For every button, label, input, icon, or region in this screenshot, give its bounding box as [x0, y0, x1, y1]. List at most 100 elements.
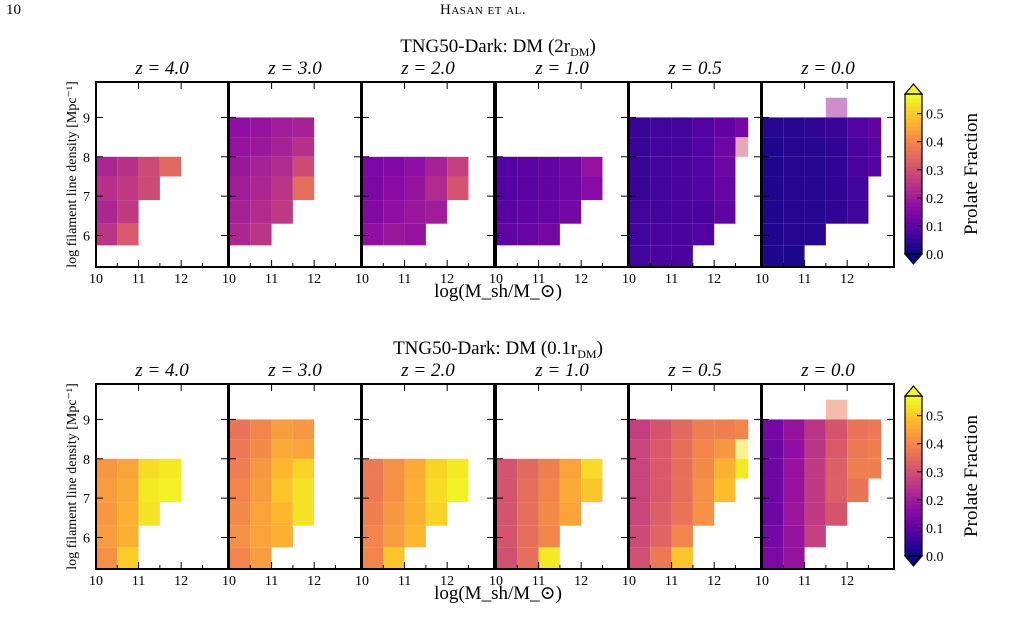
heatmap-cell: [383, 156, 405, 177]
colorbar-segment: [905, 448, 922, 453]
colorbar-segment: [905, 106, 922, 111]
panel: z = 0.5 10 11 12: [622, 360, 762, 589]
heatmap-cell: [783, 502, 805, 526]
heatmap-cell: [629, 502, 651, 526]
panel: z = 1.0 10 11 12: [489, 360, 629, 589]
heatmap-cell: [271, 176, 293, 201]
heatmap-cell: [117, 502, 139, 526]
x-tick-label: 10: [489, 272, 503, 287]
heatmap-cell: [517, 458, 539, 479]
colorbar-segment: [905, 496, 922, 501]
colorbar-tick-label: 0.5: [926, 410, 944, 425]
heatmap-cell: [650, 223, 672, 246]
heatmap-cell: [229, 439, 251, 459]
panel-frame: [361, 383, 495, 570]
heatmap-cell: [762, 176, 784, 201]
heatmap-cell: [762, 156, 784, 177]
heatmap-cell: [629, 419, 651, 440]
x-tick-label: 11: [398, 272, 411, 287]
heatmap-cell: [425, 502, 448, 526]
heatmap-cell: [804, 137, 826, 157]
heatmap-cell: [825, 137, 848, 157]
heatmap-cell: [404, 525, 426, 548]
x-tick-label: 11: [132, 574, 145, 589]
colorbar-segment: [905, 190, 922, 195]
heatmap-cell: [692, 439, 715, 459]
colorbar-segment: [905, 456, 922, 461]
heatmap-cell: [868, 439, 882, 459]
heatmap-cell: [229, 200, 251, 224]
x-tick-label: 12: [440, 574, 454, 589]
panel-label: z = 1.0: [534, 360, 589, 381]
heatmap-cell: [671, 245, 693, 267]
panel-label: z = 0.0: [800, 58, 855, 79]
heatmap-cell: [447, 478, 469, 503]
heatmap-cell: [783, 200, 805, 224]
x-tick-label: 10: [755, 574, 769, 589]
heatmap-cell: [783, 439, 805, 459]
panel-frame: [761, 383, 895, 570]
heatmap-cell: [159, 156, 182, 177]
heatmap-cell: [671, 525, 693, 548]
colorbar-extend-bottom: [903, 253, 924, 265]
heatmap-cell: [404, 223, 426, 246]
heatmap-cell: [250, 137, 272, 157]
heatmap-cell: [517, 547, 539, 569]
heatmap-cell: [804, 525, 826, 548]
heatmap-cell: [629, 137, 651, 157]
x-tick-label: 10: [89, 574, 103, 589]
panel: z = 4.0 10 11 12 6 7 8 9: [83, 360, 229, 589]
heatmap-cell: [804, 502, 826, 526]
heatmap-cell: [447, 176, 469, 201]
colorbar-segment: [905, 214, 922, 219]
x-tick-label: 11: [798, 574, 811, 589]
heatmap-cell: [559, 200, 582, 224]
colorbar-segment: [905, 552, 922, 557]
heatmap-cell: [538, 156, 560, 177]
colorbar: 0.0 0.1 0.2 0.3 0.4 0.5 Prolate Fraction: [903, 83, 982, 265]
colorbar-frame: [904, 93, 923, 255]
colorbar-segment: [905, 464, 922, 469]
heatmap-cell: [692, 458, 715, 479]
colorbar-segment: [905, 146, 922, 151]
colorbar-segment: [905, 250, 922, 255]
heatmap-cell: [714, 117, 736, 138]
heatmap-cell: [229, 525, 251, 548]
heatmap-cell: [650, 502, 672, 526]
colorbar-segment: [905, 142, 922, 147]
heatmap-cell: [229, 478, 251, 503]
heatmap-cell: [650, 137, 672, 157]
heatmap-cell: [629, 223, 651, 246]
running-title: Hasan et al.: [440, 2, 527, 18]
heatmap-cell: [362, 156, 384, 177]
heatmap-cell: [671, 419, 693, 440]
colorbar-tick-label: 0.1: [926, 220, 944, 235]
heatmap-cell: [825, 156, 848, 177]
x-tick-label: 11: [665, 272, 678, 287]
heatmap-cell: [671, 156, 693, 177]
heatmap-cell: [292, 439, 315, 459]
heatmap-cell: [581, 156, 603, 177]
heatmap-cell: [362, 200, 384, 224]
colorbar-segment: [905, 122, 922, 127]
heatmap-cell: [825, 97, 848, 118]
heatmap-cell: [229, 137, 251, 157]
heatmap-cell: [96, 502, 118, 526]
panel: z = 1.0 10 11 12: [489, 58, 629, 287]
x-tick-label: 12: [307, 574, 321, 589]
heatmap-cell: [692, 117, 715, 138]
heatmap-cell: [671, 200, 693, 224]
heatmap-cell: [692, 137, 715, 157]
heatmap-cell: [538, 458, 560, 479]
heatmap-cell: [804, 223, 826, 246]
heatmap-cell: [714, 439, 736, 459]
heatmap-cell: [804, 458, 826, 479]
heatmap-cell: [671, 502, 693, 526]
heatmap-cell: [650, 245, 672, 267]
heatmap-cell: [250, 458, 272, 479]
colorbar-extend-top: [903, 83, 924, 95]
colorbar-segment: [905, 202, 922, 207]
colorbar-segment: [905, 544, 922, 549]
heatmap-cell: [517, 176, 539, 201]
panel-label: z = 4.0: [134, 58, 189, 79]
